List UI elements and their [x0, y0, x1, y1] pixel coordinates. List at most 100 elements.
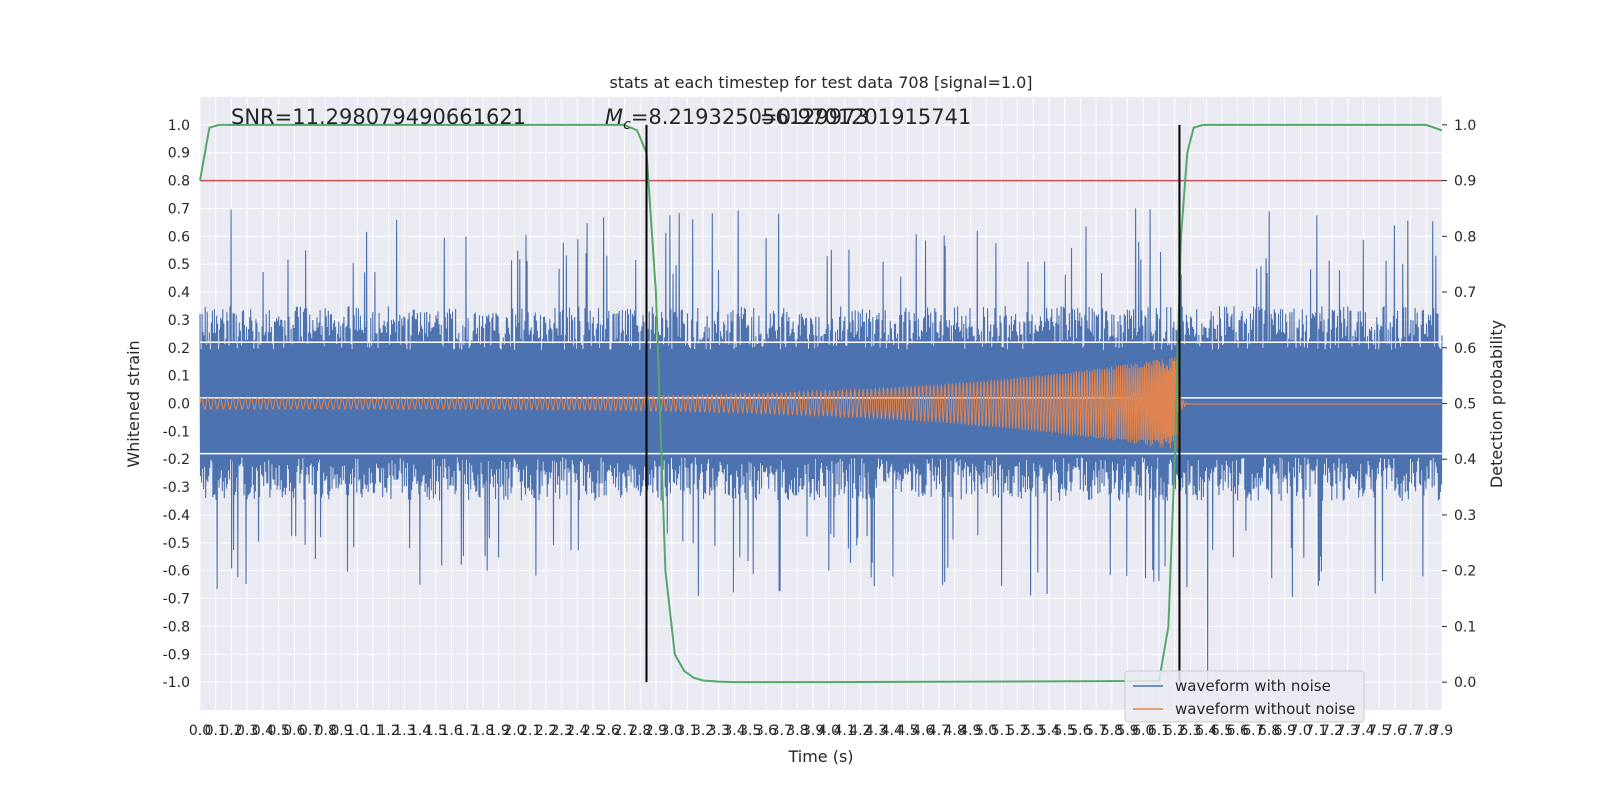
x-tick-label: 3.2 [692, 723, 714, 739]
y-tick-label: -0.8 [163, 619, 190, 635]
y-tick-label: -0.5 [163, 536, 190, 552]
x-tick-label: 6.2 [1164, 723, 1186, 739]
x-tick-label: 0.1 [205, 723, 227, 739]
x-tick-label: 0.3 [236, 723, 258, 739]
x-tick-label: 7.6 [1384, 723, 1406, 739]
x-tick-label: 7.4 [1352, 723, 1374, 739]
mc-value: =8.219325056129973 [631, 105, 869, 129]
x-tick-label: 7.3 [1337, 723, 1359, 739]
x-tick-label: 5.4 [1038, 723, 1060, 739]
ticks: 0.00.10.20.30.40.50.60.70.80.91.01.11.21… [163, 118, 1477, 739]
y-tick-label: -0.2 [163, 452, 190, 468]
x-tick-label: 6.7 [1242, 723, 1264, 739]
x-tick-label: 3.1 [676, 723, 698, 739]
x-axis-label: Time (s) [787, 747, 853, 766]
y-right-tick-label: 0.9 [1454, 174, 1476, 190]
x-tick-label: 7.7 [1399, 723, 1421, 739]
x-tick-label: 3.0 [661, 723, 683, 739]
x-tick-label: 7.1 [1305, 723, 1327, 739]
y-tick-label: -0.1 [163, 424, 190, 440]
x-tick-label: 5.0 [975, 723, 997, 739]
x-tick-label: 1.6 [440, 723, 462, 739]
y-right-tick-label: 0.5 [1454, 397, 1476, 413]
y-tick-label: 0.2 [168, 341, 190, 357]
x-tick-label: 6.4 [1195, 723, 1217, 739]
x-tick-label: 2.7 [613, 723, 635, 739]
mc-symbol: M [605, 105, 623, 129]
x-tick-label: 2.5 [582, 723, 604, 739]
x-tick-label: 2.3 [550, 723, 572, 739]
y-tick-label: -1.0 [163, 675, 190, 691]
y-axis-label-right: Detection probability [1487, 320, 1506, 488]
x-tick-label: 4.8 [944, 723, 966, 739]
chart-title: stats at each timestep for test data 708… [609, 73, 1032, 92]
y-tick-label: 0.7 [168, 201, 190, 217]
x-tick-label: 4.1 [833, 723, 855, 739]
x-tick-label: 7.2 [1321, 723, 1343, 739]
x-tick-label: 1.1 [362, 723, 384, 739]
legend-box [1124, 670, 1365, 723]
x-tick-label: 3.8 [786, 723, 808, 739]
x-tick-label: 4.2 [849, 723, 871, 739]
x-tick-label: 5.2 [1006, 723, 1028, 739]
x-tick-label: 5.7 [1085, 723, 1107, 739]
x-tick-label: 4.3 [865, 723, 887, 739]
x-tick-label: 3.6 [755, 723, 777, 739]
x-tick-label: 2.0 [503, 723, 525, 739]
x-tick-label: 1.0 [346, 723, 368, 739]
y-right-tick-label: 0.8 [1454, 229, 1476, 245]
x-tick-label: 6.0 [1132, 723, 1154, 739]
y-tick-label: -0.3 [163, 480, 190, 496]
x-tick-label: 6.8 [1258, 723, 1280, 739]
x-tick-label: 0.9 [330, 723, 352, 739]
x-tick-label: 7.5 [1368, 723, 1390, 739]
x-tick-label: 3.9 [802, 723, 824, 739]
x-tick-label: 0.6 [283, 723, 305, 739]
series-detection-probability [199, 123, 1443, 684]
x-tick-label: 4.0 [818, 723, 840, 739]
x-tick-label: 1.9 [488, 723, 510, 739]
y-right-tick-label: 0.1 [1454, 619, 1476, 635]
x-tick-label: 4.4 [881, 723, 903, 739]
y-tick-label: 0.0 [168, 397, 190, 413]
x-tick-label: 2.2 [535, 723, 557, 739]
series-waveform-without-noise [199, 356, 1442, 450]
x-tick-label: 2.9 [645, 723, 667, 739]
x-tick-label: 5.6 [1069, 723, 1091, 739]
y-tick-label: 0.5 [168, 257, 190, 273]
x-tick-label: 3.7 [771, 723, 793, 739]
x-tick-label: 2.6 [598, 723, 620, 739]
y-tick-label: 0.9 [168, 146, 190, 162]
x-tick-label: 0.0 [189, 723, 211, 739]
y-tick-label: 0.3 [168, 313, 190, 329]
x-tick-label: 4.7 [928, 723, 950, 739]
x-tick-label: 1.4 [409, 723, 431, 739]
x-tick-label: 1.2 [378, 723, 400, 739]
x-tick-label: 7.8 [1415, 723, 1437, 739]
y-tick-label: 0.6 [168, 229, 190, 245]
x-tick-label: 1.3 [393, 723, 415, 739]
y-tick-label: -0.9 [163, 647, 190, 663]
x-tick-label: 2.4 [566, 723, 588, 739]
x-tick-label: 6.5 [1211, 723, 1233, 739]
legend-label-clean: waveform without noise [1175, 700, 1355, 718]
x-tick-label: 4.9 [959, 723, 981, 739]
mc-subscript: c [623, 117, 631, 133]
x-tick-label: 7.0 [1289, 723, 1311, 739]
series-group [199, 123, 1443, 684]
x-tick-label: 2.8 [629, 723, 651, 739]
x-tick-label: 6.9 [1274, 723, 1296, 739]
x-tick-label: 5.1 [991, 723, 1013, 739]
x-tick-label: 5.9 [1116, 723, 1138, 739]
x-tick-label: 3.4 [723, 723, 745, 739]
y-right-tick-label: 0.3 [1454, 508, 1476, 524]
x-tick-label: 6.1 [1148, 723, 1170, 739]
y-tick-label: -0.4 [163, 508, 190, 524]
x-tick-label: 7.9 [1431, 723, 1453, 739]
legend: waveform with noise waveform without noi… [1124, 670, 1365, 723]
x-tick-label: 6.6 [1226, 723, 1248, 739]
x-tick-label: 2.1 [519, 723, 541, 739]
y-tick-label: 0.8 [168, 174, 190, 190]
overlap-annotation: =0.9701201915741 [760, 105, 971, 129]
x-tick-label: 0.2 [220, 723, 242, 739]
